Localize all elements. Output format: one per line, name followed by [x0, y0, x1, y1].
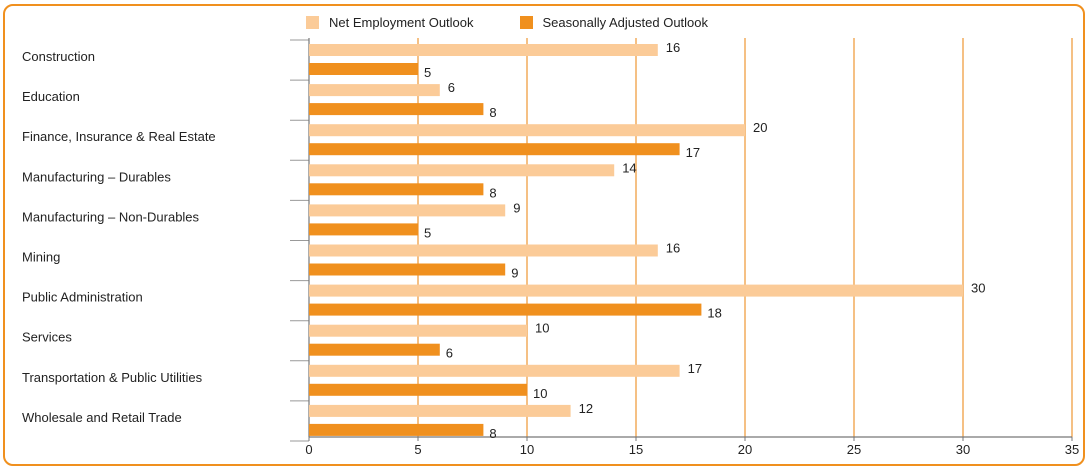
category-label: Finance, Insurance & Real Estate — [22, 129, 216, 144]
bar — [309, 103, 484, 116]
category-label: Mining — [22, 250, 60, 265]
bar — [309, 63, 418, 75]
legend-swatch-net — [306, 15, 319, 29]
bar-value-label: 6 — [448, 80, 455, 95]
bar-value-label: 9 — [511, 266, 518, 281]
legend-label-net: Net Employment Outlook — [329, 14, 474, 30]
bar — [309, 284, 963, 297]
bar-value-label: 10 — [535, 321, 549, 336]
bar — [309, 143, 680, 156]
bar-value-label: 16 — [666, 40, 680, 55]
category-label: Construction — [22, 49, 95, 64]
bar — [309, 423, 484, 436]
bar — [309, 223, 418, 236]
x-tick-label: 20 — [738, 442, 752, 457]
bar — [309, 204, 506, 217]
bar — [309, 404, 571, 417]
bar — [309, 44, 658, 56]
bar — [309, 164, 615, 177]
bar-value-label: 17 — [688, 361, 702, 376]
bar — [309, 343, 440, 356]
bar-value-label: 6 — [446, 346, 453, 361]
category-label: Services — [22, 330, 72, 345]
x-tick-label: 25 — [847, 442, 861, 457]
legend-swatch-adjusted — [519, 15, 533, 29]
bar-value-label: 16 — [666, 241, 680, 256]
chart-legend: Net Employment Outlook Seasonally Adjust… — [306, 12, 754, 32]
bar — [309, 263, 506, 276]
bar — [309, 244, 658, 257]
bar-value-label: 30 — [971, 281, 985, 296]
category-label: Education — [22, 89, 80, 104]
bar — [309, 124, 745, 137]
bar — [309, 383, 527, 396]
x-tick-label: 10 — [520, 442, 534, 457]
category-label: Wholesale and Retail Trade — [22, 410, 182, 425]
bar — [309, 303, 702, 316]
bar-value-label: 5 — [424, 225, 431, 240]
bar-value-label: 17 — [686, 145, 700, 160]
category-label: Public Administration — [22, 290, 143, 305]
bar-value-label: 9 — [513, 200, 520, 215]
category-label: Transportation & Public Utilities — [22, 370, 203, 385]
bar-value-label: 18 — [707, 306, 721, 321]
x-tick-label: 5 — [414, 442, 421, 457]
legend-label-adjusted: Seasonally Adjusted Outlook — [542, 14, 709, 30]
bar-value-label: 5 — [424, 65, 431, 80]
x-tick-label: 0 — [305, 442, 312, 457]
legend-item-net: Net Employment Outlook — [306, 15, 474, 30]
bar-value-label: 20 — [753, 120, 767, 135]
bar-value-label: 10 — [533, 386, 547, 401]
bar — [309, 183, 484, 196]
bar-value-label: 8 — [489, 105, 496, 120]
bar — [309, 84, 440, 97]
bar — [309, 324, 527, 337]
x-tick-label: 15 — [629, 442, 643, 457]
bar-value-label: 12 — [579, 401, 593, 416]
bar-value-label: 8 — [489, 185, 496, 200]
bar-value-label: 14 — [622, 160, 636, 175]
chart-frame — [3, 4, 1085, 466]
bar — [309, 364, 680, 377]
x-tick-label: 35 — [1065, 442, 1079, 457]
legend-item-adjusted: Seasonally Adjusted Outlook — [519, 14, 709, 30]
category-label: Manufacturing – Durables — [22, 169, 171, 184]
x-tick-label: 30 — [956, 442, 970, 457]
category-label: Manufacturing – Non-Durables — [22, 209, 200, 224]
bar-value-label: 8 — [489, 426, 496, 441]
